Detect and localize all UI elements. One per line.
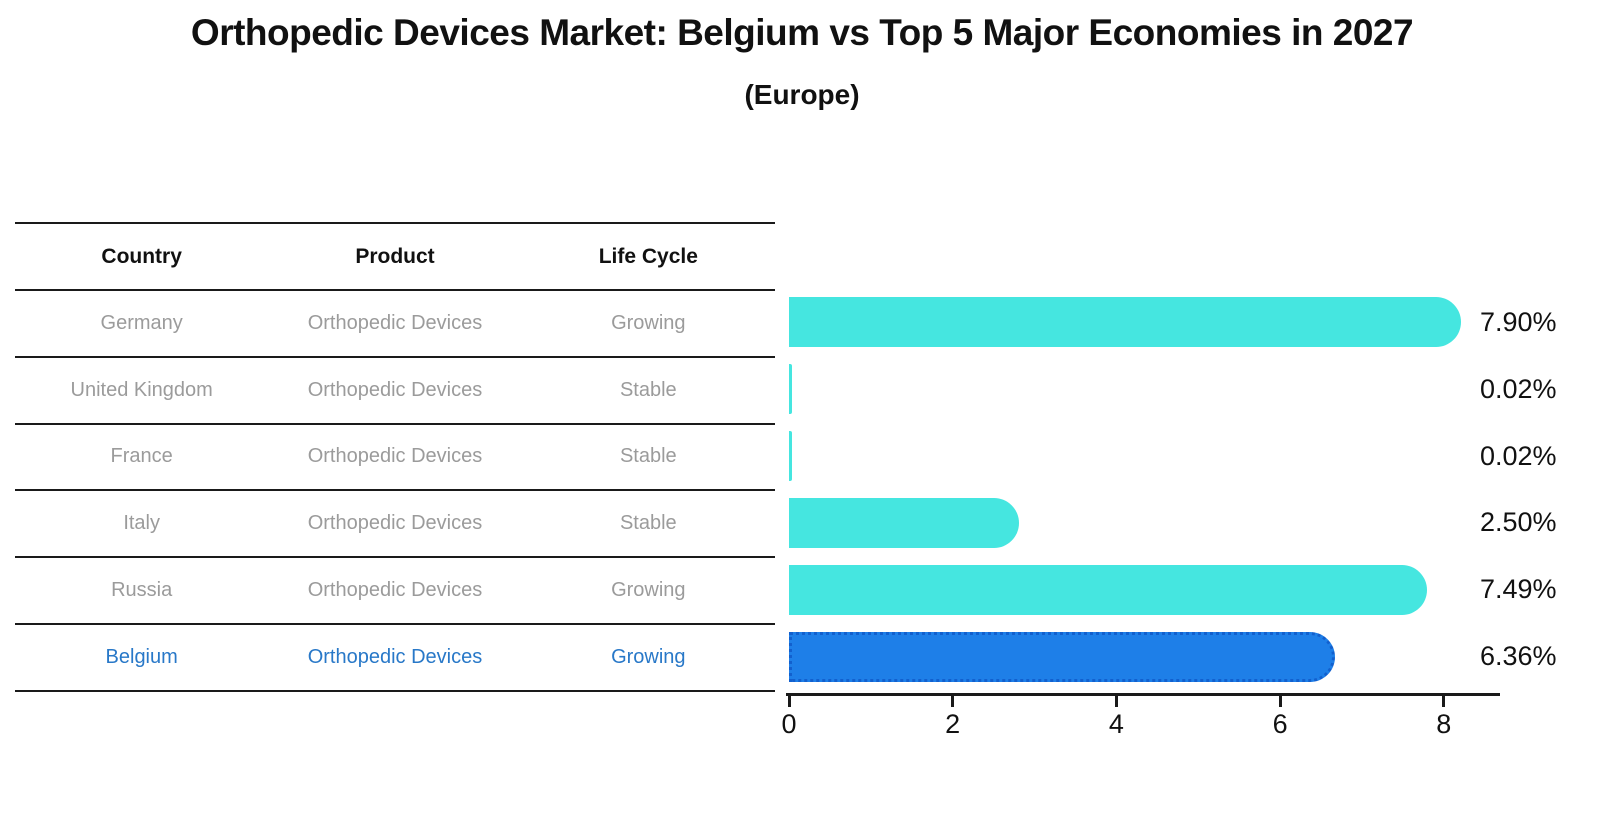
- country-cell: Belgium: [105, 645, 178, 668]
- lifecycle-cell: Growing: [611, 311, 686, 334]
- x-axis-tick-label: 2: [945, 709, 961, 739]
- x-axis-tick: [951, 696, 955, 707]
- bar-chart-plot-area: 0 2 4 6 8: [781, 289, 1500, 739]
- bar-belgium: [789, 631, 1335, 682]
- bar-germany: [789, 297, 1461, 348]
- x-axis-tick: [1278, 696, 1282, 707]
- lifecycle-cell: Growing: [611, 579, 686, 602]
- bar-value-label: 2.50%: [1480, 507, 1557, 538]
- lifecycle-cell: Stable: [619, 445, 677, 468]
- bar-value-label: 7.90%: [1480, 306, 1557, 337]
- bar-value-label: 0.02%: [1480, 373, 1557, 404]
- bar-united-kingdom: [789, 364, 792, 415]
- country-cell: Germany: [100, 311, 183, 334]
- chart-title: Orthopedic Devices Market: Belgium vs To…: [190, 12, 1414, 53]
- chart-subtitle: (Europe): [744, 79, 860, 110]
- lifecycle-cell: Growing: [611, 645, 686, 668]
- bar-value-label: 6.36%: [1480, 641, 1557, 672]
- column-header-product: Product: [355, 244, 435, 268]
- lifecycle-cell: Stable: [619, 512, 677, 535]
- x-axis-line: [786, 693, 1500, 696]
- x-axis-tick-label: 0: [781, 709, 797, 739]
- country-table: Country Product Life Cycle Germany Ortho…: [15, 222, 775, 692]
- x-axis-tick: [1114, 696, 1118, 707]
- product-cell: Orthopedic Devices: [307, 378, 483, 401]
- lifecycle-cell: Stable: [619, 378, 677, 401]
- bar-italy: [789, 497, 1019, 548]
- column-header-country: Country: [101, 244, 182, 268]
- x-axis-tick-label: 4: [1108, 709, 1124, 739]
- country-cell: Italy: [123, 512, 160, 535]
- table-row: France Orthopedic Devices Stable: [15, 425, 775, 492]
- table-row: Germany Orthopedic Devices Growing: [15, 291, 775, 358]
- product-cell: Orthopedic Devices: [307, 311, 483, 334]
- product-cell: Orthopedic Devices: [307, 645, 483, 668]
- table-row: Belgium Orthopedic Devices Growing: [15, 625, 775, 692]
- x-axis-tick: [787, 696, 791, 707]
- product-cell: Orthopedic Devices: [307, 445, 483, 468]
- x-axis-tick-label: 8: [1436, 709, 1452, 739]
- bar-russia: [789, 564, 1428, 615]
- country-cell: Russia: [111, 579, 173, 602]
- table-row: Italy Orthopedic Devices Stable: [15, 491, 775, 559]
- bar-france: [789, 431, 792, 482]
- country-cell: France: [110, 445, 173, 468]
- x-axis-tick-label: 6: [1272, 709, 1288, 739]
- country-cell: United Kingdom: [70, 378, 213, 401]
- table-row: United Kingdom Orthopedic Devices Stable: [15, 358, 775, 425]
- table-header-row: Country Product Life Cycle: [15, 224, 775, 291]
- table-row: Russia Orthopedic Devices Growing: [15, 558, 775, 625]
- bar-value-label: 0.02%: [1480, 440, 1557, 471]
- product-cell: Orthopedic Devices: [307, 579, 483, 602]
- column-header-lifecycle: Life Cycle: [598, 244, 698, 268]
- x-axis-tick: [1442, 696, 1446, 707]
- product-cell: Orthopedic Devices: [307, 512, 483, 535]
- bar-value-label: 7.49%: [1480, 574, 1557, 605]
- bar-value-labels: 7.90% 0.02% 0.02% 2.50% 7.49% 6.36%: [1480, 289, 1604, 693]
- table-body: Germany Orthopedic Devices Growing Unite…: [15, 291, 775, 692]
